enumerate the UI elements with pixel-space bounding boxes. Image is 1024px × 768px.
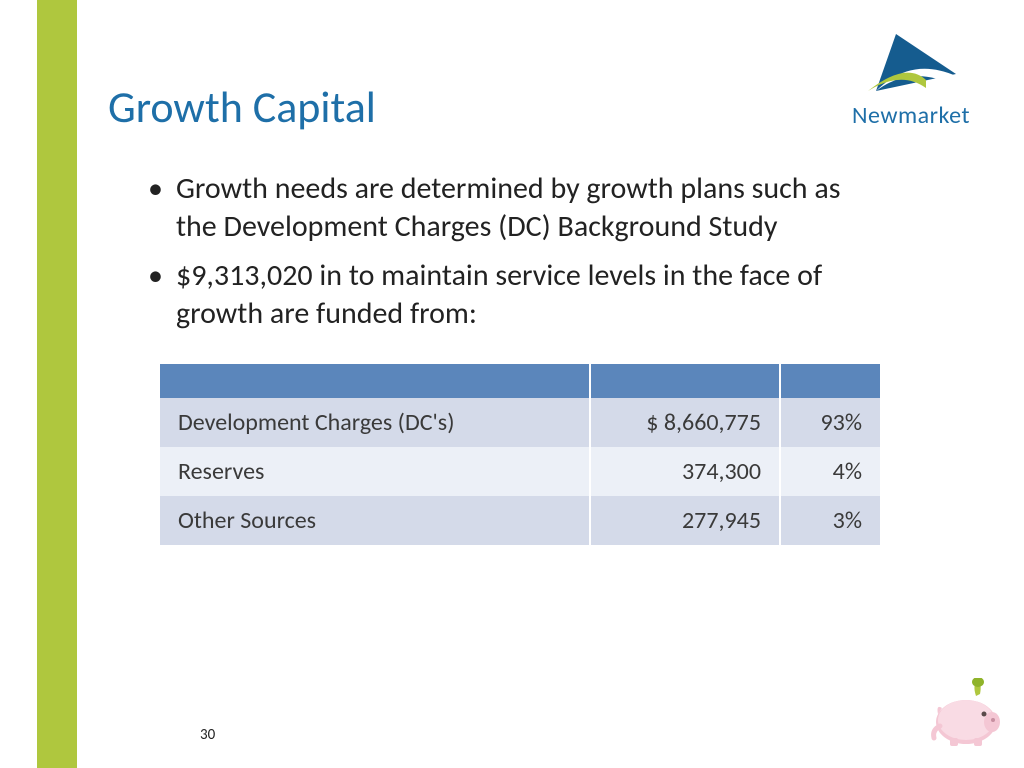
table-cell-pct: 3% bbox=[780, 496, 880, 545]
table-cell-pct: 4% bbox=[780, 447, 880, 496]
table-row: Other Sources 277,945 3% bbox=[160, 496, 880, 545]
table-header-cell bbox=[160, 364, 590, 398]
table-cell-label: Reserves bbox=[160, 447, 590, 496]
funding-table: Development Charges (DC's) $ 8,660,775 9… bbox=[160, 364, 880, 545]
table-cell-amount: 277,945 bbox=[590, 496, 780, 545]
table-cell-amount: $ 8,660,775 bbox=[590, 398, 780, 447]
page-number: 30 bbox=[200, 726, 215, 744]
table-row: Reserves 374,300 4% bbox=[160, 447, 880, 496]
bullet-item: Growth needs are determined by growth pl… bbox=[148, 170, 864, 247]
bullet-item: $9,313,020 in to maintain service levels… bbox=[148, 257, 864, 334]
table-cell-label: Development Charges (DC's) bbox=[160, 398, 590, 447]
table-row: Development Charges (DC's) $ 8,660,775 9… bbox=[160, 398, 880, 447]
table-header-row bbox=[160, 364, 880, 398]
page-title: Growth Capital bbox=[108, 80, 984, 134]
table-cell-amount: 374,300 bbox=[590, 447, 780, 496]
table-cell-pct: 93% bbox=[780, 398, 880, 447]
slide-content: Growth Capital Growth needs are determin… bbox=[108, 80, 984, 545]
piggy-bank-icon bbox=[928, 678, 1004, 748]
side-accent-bar bbox=[37, 0, 77, 768]
table-cell-label: Other Sources bbox=[160, 496, 590, 545]
table-header-cell bbox=[590, 364, 780, 398]
bullet-list: Growth needs are determined by growth pl… bbox=[148, 170, 984, 334]
table-header-cell bbox=[780, 364, 880, 398]
